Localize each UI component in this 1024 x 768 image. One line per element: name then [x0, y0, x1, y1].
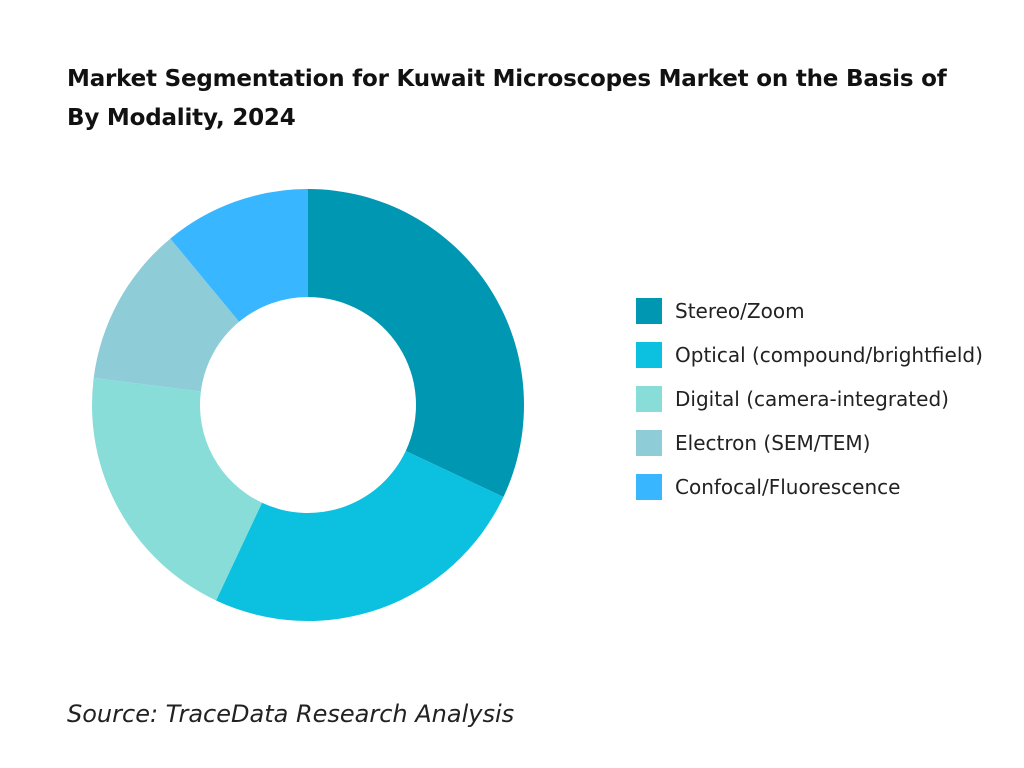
legend-swatch: [636, 474, 662, 500]
legend-label: Electron (SEM/TEM): [675, 431, 871, 455]
slice-stereo-zoom: [308, 189, 524, 497]
legend-item-digital-camera-integrated: Digital (camera-integrated): [636, 377, 983, 421]
legend-label: Optical (compound/brightfield): [675, 343, 983, 367]
slice-confocal-fluorescence: [170, 189, 308, 322]
slice-optical-compound-brightfield: [216, 450, 504, 621]
legend-item-confocal-fluorescence: Confocal/Fluorescence: [636, 465, 983, 509]
legend-label: Confocal/Fluorescence: [675, 475, 901, 499]
legend-label: Digital (camera-integrated): [675, 387, 949, 411]
chart-legend: Stereo/Zoom Optical (compound/brightfield…: [636, 289, 983, 509]
slice-electron-sem-tem: [93, 238, 240, 392]
legend-item-electron-sem-tem: Electron (SEM/TEM): [636, 421, 983, 465]
legend-swatch: [636, 386, 662, 412]
chart-title: Market Segmentation for Kuwait Microscop…: [67, 66, 947, 131]
legend-swatch: [636, 298, 662, 324]
legend-swatch: [636, 430, 662, 456]
slice-digital-camera-integrated: [92, 377, 263, 601]
donut-slices: [92, 189, 524, 621]
legend-swatch: [636, 342, 662, 368]
source-note: Source: TraceData Research Analysis: [67, 700, 515, 728]
legend-label: Stereo/Zoom: [675, 299, 805, 323]
legend-item-optical-compound-brightfield: Optical (compound/brightfield): [636, 333, 983, 377]
legend-item-stereo-zoom: Stereo/Zoom: [636, 289, 983, 333]
